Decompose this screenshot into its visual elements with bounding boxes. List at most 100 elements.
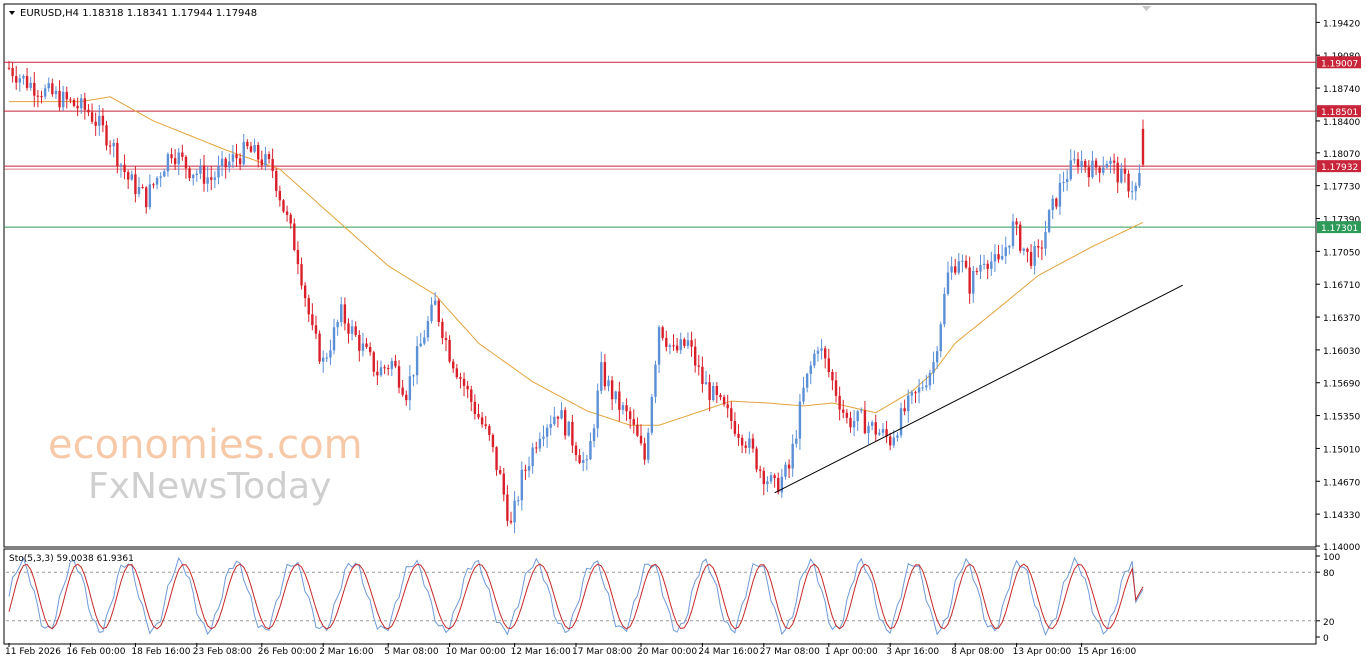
candle-body-bull [542, 436, 545, 439]
stoch-panel-frame [3, 548, 1317, 645]
candle-body-bear [495, 447, 498, 471]
price-tick-label: 1.15350 [1323, 413, 1360, 423]
stoch-tick-label: 80 [1323, 569, 1335, 579]
price-tick-label: 1.19420 [1323, 19, 1360, 29]
price-tick-label: 1.16710 [1323, 281, 1360, 291]
candle-body-bull [925, 385, 928, 388]
candle-body-bear [293, 223, 296, 250]
candle-body-bull [137, 187, 141, 194]
candle-body-bull [852, 421, 856, 428]
candle-body-bear [834, 380, 838, 396]
price-tick-label: 1.15010 [1323, 445, 1360, 455]
candle-body-bear [347, 323, 350, 334]
candle-body-bear [69, 99, 72, 101]
candle-body-bear [210, 177, 213, 180]
candle-body-bear [964, 260, 968, 268]
candle-body-bull [1044, 231, 1047, 249]
candle-body-bear [1026, 248, 1029, 253]
candle-body-bull [769, 475, 773, 482]
candle-body-bull [647, 432, 650, 460]
candle-body-bull [423, 337, 426, 344]
candle-body-bull [213, 177, 217, 180]
candle-body-bull [130, 174, 133, 180]
moving-average-layer [9, 96, 1144, 426]
candle-body-bear [473, 401, 477, 415]
candle-body-bear [271, 158, 274, 171]
candle-body-bear [842, 409, 845, 413]
candle-body-bull [520, 469, 524, 501]
candle-body-bear [665, 337, 668, 347]
candle-body-bear [76, 105, 79, 109]
candle-body-bear [1019, 224, 1022, 251]
stoch-header: Sto(5,3,3) 59.0038 61.9361 [9, 554, 134, 564]
candle-body-bull [809, 365, 812, 374]
candle-body-bear [170, 154, 173, 159]
candle-body-bull [191, 175, 195, 179]
candle-body-bull [199, 165, 202, 174]
candle-body-bull [990, 261, 993, 269]
watermark-economies: economies.com [48, 422, 363, 468]
time-tick-label: 26 Feb 00:00 [258, 647, 317, 657]
candle-body-bear [715, 385, 719, 396]
candle-body-bull [979, 265, 982, 272]
candle-body-bear [90, 112, 94, 122]
candle-body-bull [1004, 247, 1007, 256]
candle-body-bear [303, 285, 307, 299]
candle-body-bear [152, 184, 155, 186]
candle-body-bear [1055, 198, 1058, 207]
level-label: 1.17301 [1321, 224, 1358, 234]
candle-body-bear [202, 165, 206, 184]
candle-body-bull [921, 387, 924, 389]
candle-body-bear [610, 380, 614, 400]
candle-body-bear [524, 469, 527, 471]
candle-body-bull [1008, 245, 1011, 248]
candle-body-bull [1047, 210, 1051, 232]
symbol-dropdown-icon[interactable] [9, 11, 15, 15]
candle-body-bull [1109, 160, 1112, 164]
candle-body-bear [755, 448, 758, 470]
candle-body-bear [343, 304, 347, 324]
candle-body-bull [412, 375, 415, 377]
candle-body-bear [762, 470, 765, 485]
candle-body-bear [675, 345, 679, 351]
candle-body-bear [845, 412, 849, 418]
stoch-signal-line [8, 563, 1144, 630]
chart-shift-marker-icon[interactable] [1142, 6, 1151, 11]
time-tick-label: 18 Feb 16:00 [131, 647, 190, 657]
candle-body-bear [1141, 128, 1145, 165]
candle-body-bull [950, 266, 953, 273]
candle-body-bull [860, 410, 863, 412]
candle-body-bull [379, 367, 383, 376]
candle-body-bear [188, 168, 191, 179]
candle-body-bear [33, 82, 36, 96]
candle-body-bull [61, 91, 65, 108]
candle-body-bear [1040, 247, 1044, 249]
candle-body-bear [307, 298, 310, 315]
candle-body-bull [553, 416, 556, 425]
candle-body-bear [462, 378, 466, 386]
candle-body-bear [318, 333, 321, 362]
candle-body-bull [155, 177, 159, 185]
candle-body-bull [917, 387, 921, 393]
candle-body-bull [22, 76, 25, 79]
candle-body-bear [1087, 167, 1091, 178]
candle-body-bull [415, 346, 419, 376]
candle-body-bear [7, 67, 11, 69]
candle-body-bear [383, 367, 386, 369]
candle-body-bear [282, 200, 285, 212]
candle-body-bear [693, 346, 697, 366]
candle-body-bear [509, 520, 513, 523]
candle-body-bear [141, 187, 144, 189]
candle-body-bull [527, 466, 531, 471]
candle-body-bull [1062, 182, 1065, 184]
candle-body-bull [766, 481, 769, 485]
candle-body-bull [1134, 185, 1137, 192]
candle-body-bear [58, 90, 61, 108]
candle-body-bull [1033, 245, 1036, 266]
candle-body-bear [387, 368, 390, 370]
candle-body-bull [650, 396, 654, 433]
candle-body-bear [1116, 162, 1119, 183]
candle-body-bear [498, 470, 502, 474]
